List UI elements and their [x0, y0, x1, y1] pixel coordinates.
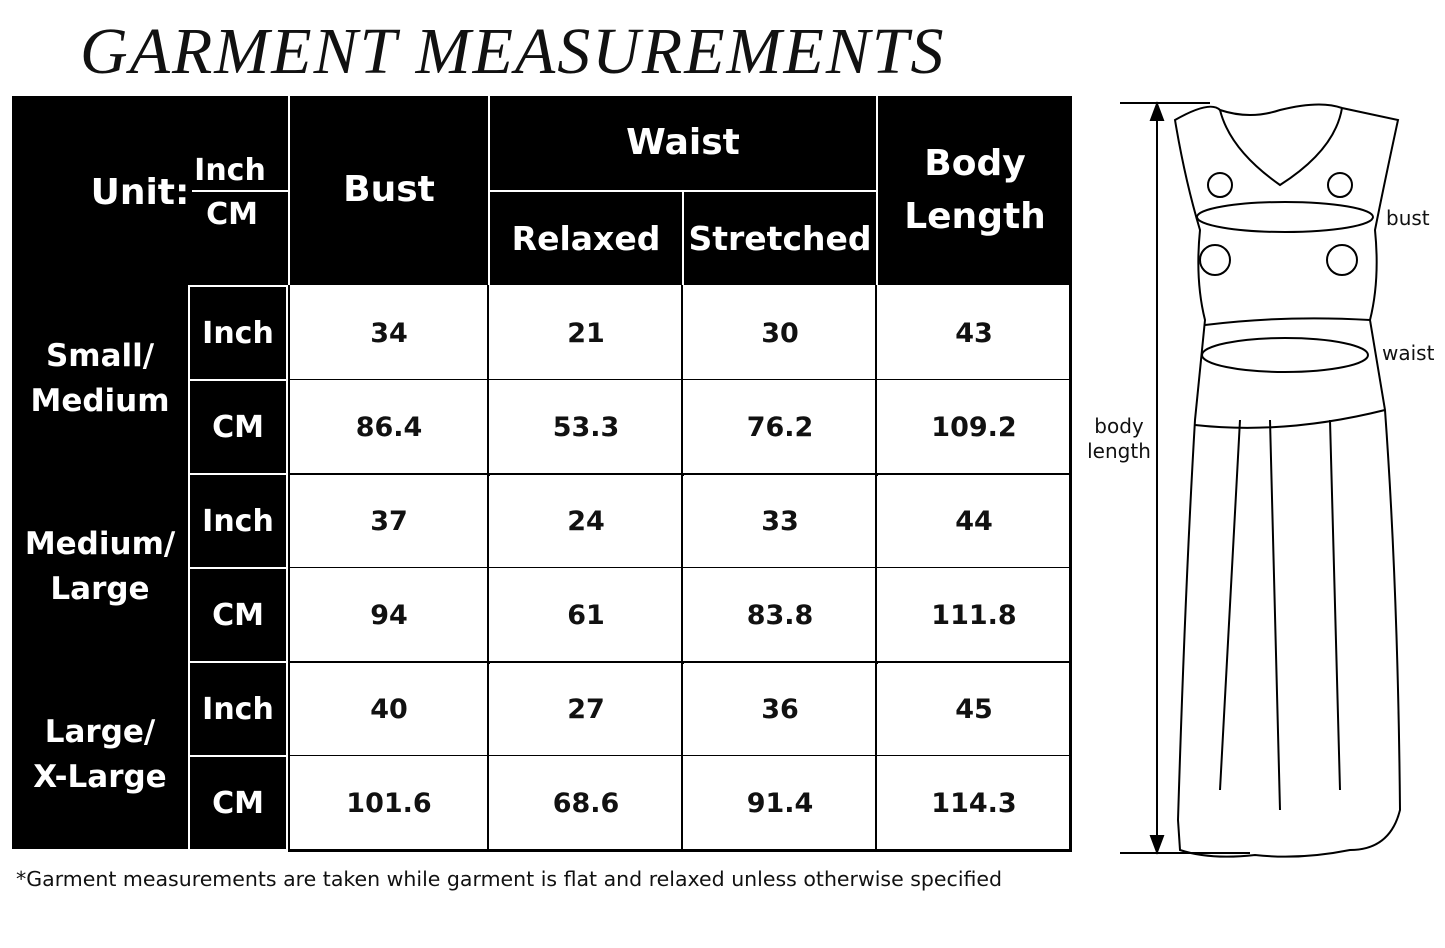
- relaxed-header: Relaxed: [490, 192, 682, 285]
- footnote: *Garment measurements are taken while ga…: [16, 867, 1003, 891]
- table-cell-relaxed: 27: [490, 663, 682, 755]
- table-cell-stretched: 30: [684, 287, 876, 379]
- table-border: [1069, 96, 1072, 851]
- table-cell-stretched: 36: [684, 663, 876, 755]
- row-divider: [288, 567, 1072, 568]
- size-label: Medium/ Large: [12, 473, 188, 661]
- table-cell-stretched: 91.4: [684, 757, 876, 849]
- unit-cell: Inch: [190, 287, 286, 379]
- unit-cell: CM: [190, 569, 286, 661]
- table-cell-length: 45: [878, 663, 1070, 755]
- table-cell-bust: 94: [290, 569, 488, 661]
- unit-label: Unit:: [90, 165, 190, 220]
- unit-divider: [192, 190, 288, 192]
- table-cell-relaxed: 53.3: [490, 381, 682, 473]
- table-cell-bust: 40: [290, 663, 488, 755]
- table-cell-length: 43: [878, 287, 1070, 379]
- table-cell-relaxed: 24: [490, 475, 682, 567]
- body-length-header: Body Length: [878, 96, 1072, 285]
- unit-cell: Inch: [190, 663, 286, 755]
- row-divider: [288, 849, 1072, 852]
- unit-cell: CM: [190, 757, 286, 849]
- table-cell-bust: 37: [290, 475, 488, 567]
- table-cell-length: 44: [878, 475, 1070, 567]
- dress-illustration: [1120, 101, 1402, 858]
- size-label: Small/ Medium: [12, 285, 188, 473]
- row-divider: [288, 473, 1072, 476]
- stretched-header: Stretched: [684, 192, 876, 285]
- size-label: Large/ X-Large: [12, 661, 188, 849]
- bust-label: bust: [1386, 206, 1430, 230]
- table-cell-relaxed: 68.6: [490, 757, 682, 849]
- column-divider: [487, 285, 489, 851]
- row-divider: [288, 755, 1072, 756]
- row-divider: [288, 661, 1072, 664]
- table-cell-relaxed: 61: [490, 569, 682, 661]
- unit-cm: CM: [190, 194, 274, 234]
- table-cell-stretched: 83.8: [684, 569, 876, 661]
- waist-header: Waist: [490, 96, 876, 190]
- table-cell-length: 114.3: [878, 757, 1070, 849]
- column-divider: [875, 285, 877, 851]
- bust-header: Bust: [290, 96, 488, 285]
- waist-label: waist: [1382, 341, 1435, 365]
- table-cell-relaxed: 21: [490, 287, 682, 379]
- unit-cell: CM: [190, 381, 286, 473]
- table-cell-length: 109.2: [878, 381, 1070, 473]
- table-cell-stretched: 76.2: [684, 381, 876, 473]
- table-cell-length: 111.8: [878, 569, 1070, 661]
- unit-cell: Inch: [190, 475, 286, 567]
- table-cell-bust: 34: [290, 287, 488, 379]
- body-length-label: body length: [1087, 414, 1151, 463]
- column-divider: [681, 285, 683, 851]
- table-cell-bust: 101.6: [290, 757, 488, 849]
- unit-inch: Inch: [190, 150, 270, 190]
- row-divider: [288, 379, 1072, 380]
- table-cell-bust: 86.4: [290, 381, 488, 473]
- table-cell-stretched: 33: [684, 475, 876, 567]
- page-title: GARMENT MEASUREMENTS: [80, 15, 946, 88]
- column-divider: [288, 285, 290, 851]
